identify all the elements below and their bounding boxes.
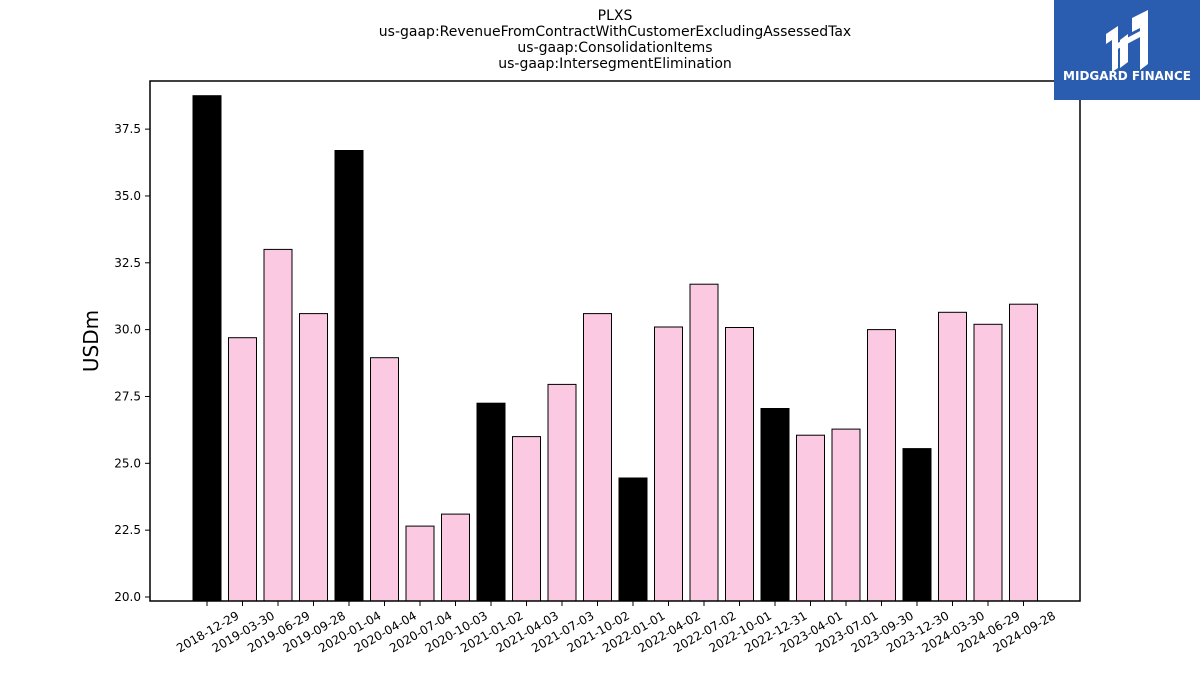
bar-2023-09-30 (867, 329, 896, 602)
y-tick-label: 32.5 (114, 256, 141, 270)
chart-title-line-2: us-gaap:RevenueFromContractWithCustomerE… (378, 24, 852, 40)
bar-2024-09-28 (1009, 303, 1038, 602)
y-tick-label: 35.0 (114, 189, 141, 203)
bar-2023-12-30 (902, 448, 932, 602)
logo-mark-icon (1106, 10, 1148, 72)
plot-area-frame (149, 80, 1081, 602)
bars-layer (192, 95, 1038, 602)
bar-2020-07-04 (405, 525, 435, 602)
y-tick-label: 20.0 (114, 590, 141, 604)
y-tick-label: 22.5 (114, 523, 141, 537)
bar-2019-06-29 (263, 248, 293, 602)
bar-2021-07-03 (547, 383, 577, 602)
y-tick-label: 30.0 (114, 323, 141, 337)
chart-title-line-1: PLXS (597, 8, 633, 24)
bar-2023-04-01 (796, 434, 825, 602)
bar-2024-06-29 (973, 323, 1003, 602)
bar-2022-07-02 (689, 283, 719, 602)
bar-2019-09-28 (299, 313, 328, 602)
bar-2020-10-03 (441, 513, 470, 602)
bar-2024-03-30 (938, 311, 967, 602)
y-tick-label: 25.0 (114, 456, 141, 470)
bar-2021-10-02 (583, 313, 612, 602)
bar-2019-03-30 (228, 337, 257, 602)
bar-2022-12-31 (760, 408, 790, 602)
chart-title-line-4: us-gaap:IntersegmentElimination (498, 56, 732, 72)
y-axis-label: USDm (79, 310, 103, 372)
y-tick-label: 27.5 (114, 389, 141, 403)
logo-text: MIDGARD FINANCE (1063, 69, 1191, 83)
midgard-finance-logo: MIDGARD FINANCE (1054, 0, 1200, 100)
bar-2023-07-01 (831, 428, 861, 602)
bar-2021-04-03 (512, 436, 541, 602)
chart-title-line-3: us-gaap:ConsolidationItems (517, 40, 713, 56)
bar-2021-01-02 (476, 402, 506, 602)
bar-2022-10-01 (725, 327, 754, 602)
bar-2022-01-01 (618, 477, 648, 602)
bar-2018-12-29 (192, 95, 222, 602)
bar-2020-01-04 (334, 150, 364, 602)
bar-2020-04-04 (370, 357, 399, 602)
y-axis: 20.0 22.5 25.0 27.5 30.0 32.5 35.0 37.5 (114, 122, 150, 604)
bar-2022-04-02 (654, 326, 683, 602)
x-axis: 2018-12-292019-03-302019-06-292019-09-28… (174, 601, 1058, 655)
y-tick-label: 37.5 (114, 122, 141, 136)
